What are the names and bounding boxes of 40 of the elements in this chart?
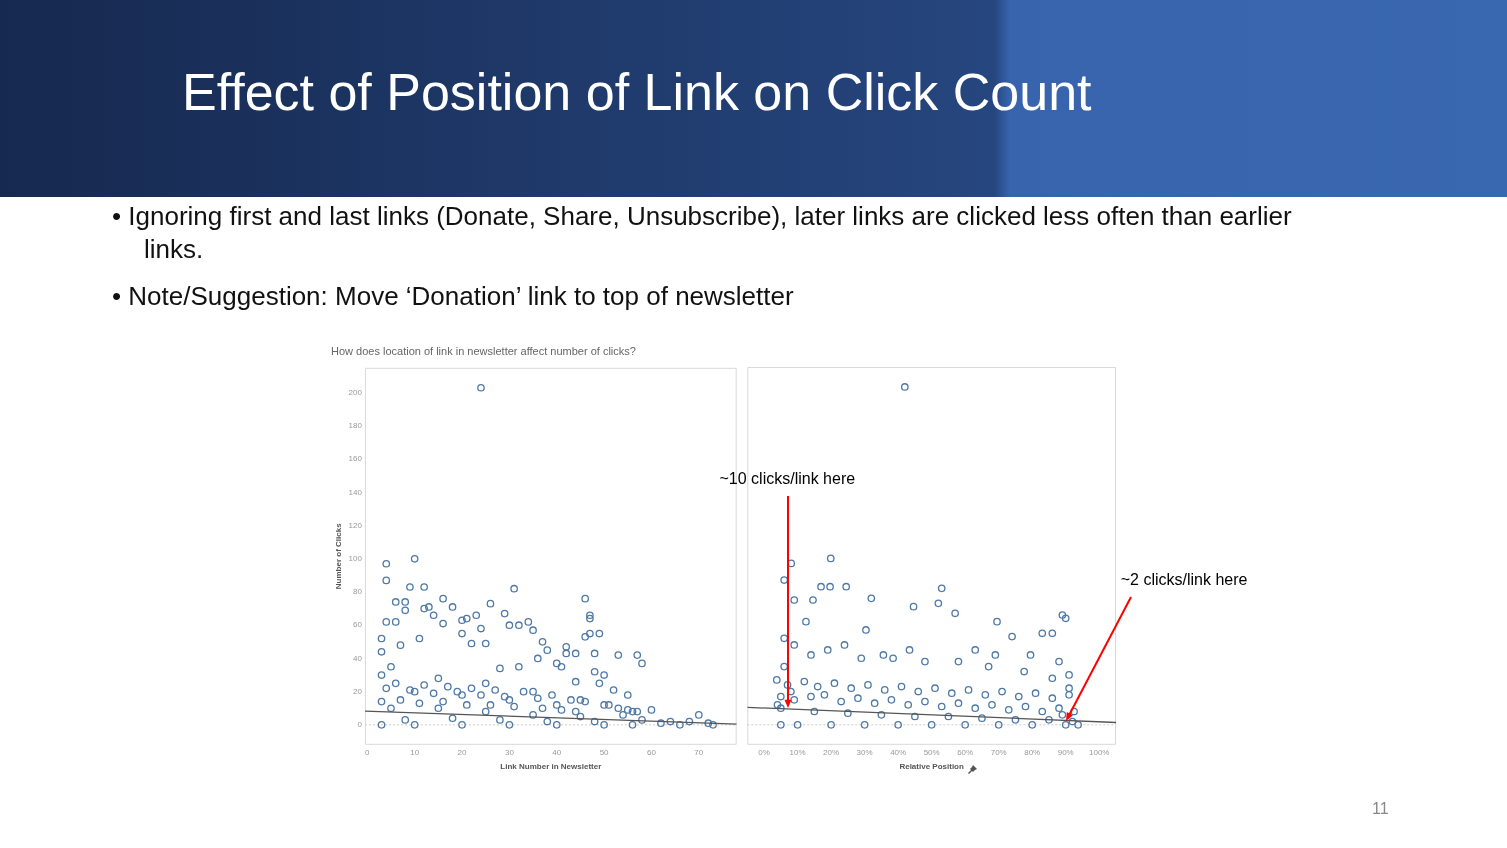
chart-title: Effect of Position of Link on Click Count <box>182 62 1092 122</box>
x-tick-label: 100% <box>1089 747 1110 757</box>
y-tick-label: 160 <box>348 454 363 464</box>
chart-subtitle: How does location of link in newsletter affect number of clicks? <box>331 345 636 357</box>
x-tick-label: 60 <box>647 747 657 757</box>
x-tick-label: 70% <box>990 747 1007 757</box>
x-tick-label: 0% <box>758 747 770 757</box>
x-tick-label: 10% <box>789 747 806 757</box>
x-tick-label: 20 <box>457 747 468 757</box>
x-tick-label: 50 <box>599 747 610 757</box>
y-tick-label: 60 <box>353 620 363 630</box>
annotation: ~2 clicks/link here <box>1120 571 1248 590</box>
x-tick-label: 70 <box>694 747 704 757</box>
x-tick-label: 80% <box>1024 747 1041 757</box>
x-tick-label: 0 <box>365 747 371 757</box>
x-tick-label: 50% <box>923 747 940 757</box>
x-tick-label: 90% <box>1057 747 1074 757</box>
y-tick-label: 0 <box>357 720 363 730</box>
x-tick-label: 30 <box>504 747 515 757</box>
text: 11 <box>1372 800 1389 818</box>
y-tick-label: 40 <box>353 653 363 663</box>
y-tick-label: 140 <box>348 487 363 497</box>
x-axis-title: Link Number in Newsletter <box>500 762 602 772</box>
y-tick-label: 200 <box>348 387 363 397</box>
x-tick-label: 30% <box>856 747 873 757</box>
text: • Ignoring first and last links (Donate, Share, Unsubscribe), later links are clicked less often than earlier links. <box>112 200 1293 266</box>
x-tick-label: 20% <box>823 747 840 757</box>
x-axis-title: Relative Position <box>899 762 964 772</box>
y-axis-title: Number of Clicks <box>334 522 343 590</box>
text: • Note/Suggestion: Move ‘Donation’ link to top of newsletter <box>112 280 795 313</box>
x-tick-label: 40 <box>552 747 562 757</box>
y-tick-label: 180 <box>348 421 363 431</box>
x-tick-label: 60% <box>957 747 974 757</box>
y-tick-label: 80 <box>353 587 363 597</box>
x-tick-label: 10 <box>410 747 420 757</box>
y-tick-label: 20 <box>353 686 363 696</box>
annotation: ~10 clicks/link here <box>719 470 856 489</box>
x-tick-label: 40% <box>890 747 907 757</box>
y-tick-label: 100 <box>348 553 363 563</box>
y-tick-label: 120 <box>348 520 363 530</box>
